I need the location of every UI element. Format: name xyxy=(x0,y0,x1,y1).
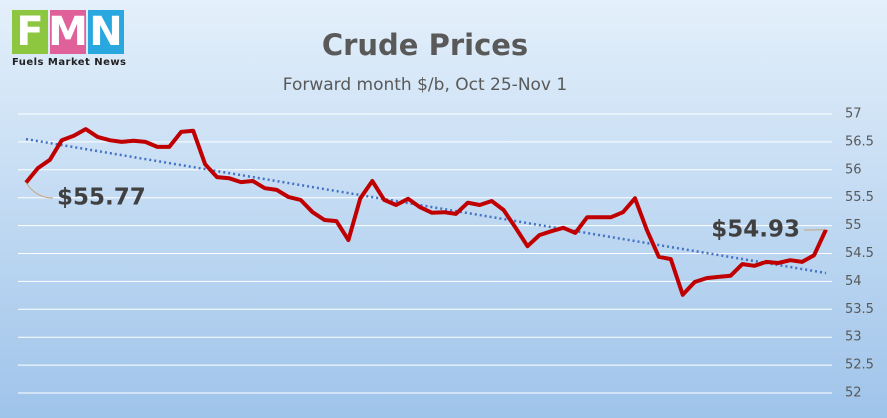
logo-box xyxy=(88,10,124,54)
y-tick-label: 55 xyxy=(845,218,862,233)
logo-box xyxy=(50,10,86,54)
trendline xyxy=(25,137,827,275)
logo-letter: M xyxy=(48,9,88,55)
y-tick-label: 53.5 xyxy=(845,302,874,317)
price-line xyxy=(24,127,828,297)
logo-letter: N xyxy=(89,9,122,55)
y-tick-label: 56 xyxy=(845,162,862,177)
logo-letter: F xyxy=(16,9,43,55)
y-tick-label: 57 xyxy=(845,107,862,122)
data-label: $55.77 xyxy=(57,185,146,211)
y-tick-label: 52 xyxy=(845,386,862,401)
y-tick-label: 53 xyxy=(845,330,862,345)
logo-box xyxy=(12,10,48,54)
logo-tagline: Fuels Market News xyxy=(12,57,126,68)
data-label: $54.93 xyxy=(711,217,800,243)
y-tick-label: 54 xyxy=(845,274,862,289)
y-tick-label: 54.5 xyxy=(845,246,874,261)
y-tick-label: 56.5 xyxy=(845,134,874,149)
label-leader xyxy=(25,182,54,199)
y-tick-label: 52.5 xyxy=(845,358,874,373)
chart-title: Crude Prices xyxy=(322,28,528,62)
y-tick-label: 55.5 xyxy=(845,190,874,205)
chart-subtitle: Forward month $/b, Oct 25-Nov 1 xyxy=(283,75,567,95)
logo: F M N Fuels Market News xyxy=(12,9,126,68)
